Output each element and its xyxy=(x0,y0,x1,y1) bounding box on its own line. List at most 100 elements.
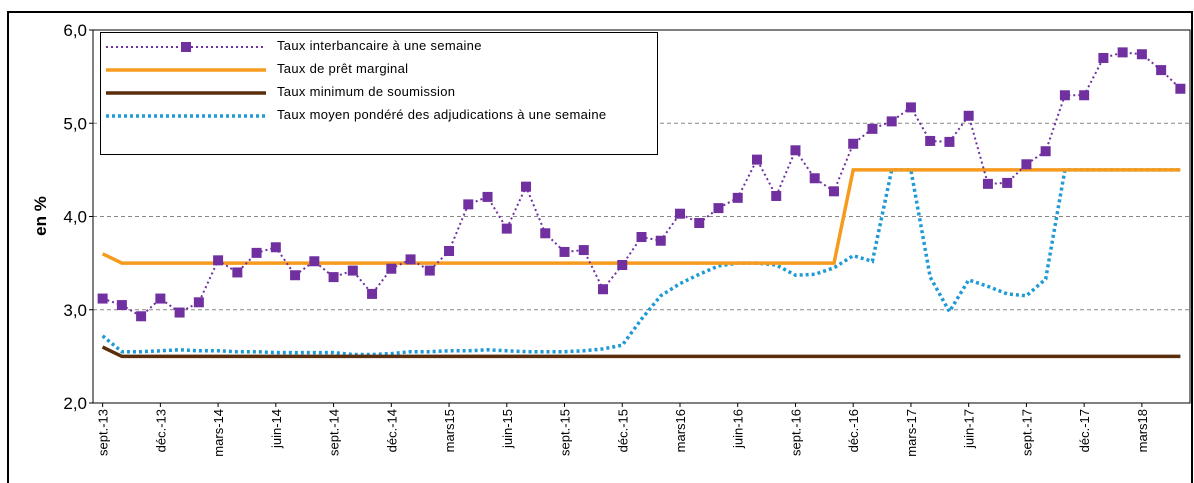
marker xyxy=(1156,65,1167,76)
x-tick-label: mars-17 xyxy=(904,409,919,457)
marker xyxy=(713,203,724,214)
marker xyxy=(174,307,185,318)
marker xyxy=(347,265,358,276)
x-tick-label: mars16 xyxy=(673,409,688,452)
marker xyxy=(540,228,551,239)
x-tick-label: déc.-14 xyxy=(384,409,399,452)
marker xyxy=(232,267,243,278)
y-tick-label: 2,0 xyxy=(63,394,87,413)
x-tick-label: déc.-17 xyxy=(1077,409,1092,452)
x-tick-label: sept.-16 xyxy=(788,409,803,456)
marker xyxy=(1175,83,1186,94)
x-tick-label: mars18 xyxy=(1135,409,1150,452)
marker xyxy=(1098,52,1109,63)
marker xyxy=(1117,47,1128,58)
marker xyxy=(97,293,108,304)
marker xyxy=(848,138,859,149)
marker xyxy=(328,272,339,283)
marker xyxy=(636,232,647,243)
marker xyxy=(674,208,685,219)
marker xyxy=(790,145,801,156)
legend-label: Taux de prêt marginal xyxy=(277,61,409,76)
legend-item: Taux minimum de soumission xyxy=(101,82,657,105)
marker xyxy=(367,288,378,299)
marker xyxy=(1040,146,1051,157)
frame xyxy=(7,11,1193,483)
y-tick-label: 5,0 xyxy=(63,114,87,133)
legend-label: Taux minimum de soumission xyxy=(277,84,456,99)
series-line xyxy=(101,168,1181,265)
x-tick-label: sept.-15 xyxy=(558,409,573,456)
marker xyxy=(1002,177,1013,188)
marker xyxy=(116,300,127,311)
x-tick-label: déc.-13 xyxy=(153,409,168,452)
marker xyxy=(925,135,936,146)
legend-swatch xyxy=(106,68,266,72)
y-tick-label: 6,0 xyxy=(63,21,87,40)
marker xyxy=(944,136,955,147)
marker xyxy=(213,255,224,266)
marker xyxy=(482,191,493,202)
legend: Taux interbancaire à une semaine Taux de … xyxy=(100,32,658,155)
x-tick-label: déc.-15 xyxy=(615,409,630,452)
x-tick-label: juin-14 xyxy=(269,409,284,449)
marker xyxy=(1021,159,1032,170)
plot-area xyxy=(92,29,1191,404)
marker xyxy=(655,235,666,246)
legend-label: Taux interbancaire à une semaine xyxy=(277,38,482,53)
marker xyxy=(1136,49,1147,60)
marker xyxy=(444,246,455,257)
series-line xyxy=(101,345,1181,359)
legend-marker xyxy=(181,42,191,52)
marker xyxy=(598,284,609,295)
marker xyxy=(309,256,320,267)
x-tick-label: sept.-17 xyxy=(1019,409,1034,456)
marker xyxy=(963,110,974,121)
marker xyxy=(1079,90,1090,101)
marker xyxy=(386,263,397,274)
marker xyxy=(867,123,878,134)
legend-item: Taux de prêt marginal xyxy=(101,59,657,82)
x-tick-label: sept.-13 xyxy=(96,409,111,456)
x-tick-label: sept.-14 xyxy=(327,409,342,456)
x-tick-label: déc.-16 xyxy=(846,409,861,452)
marker xyxy=(905,102,916,113)
marker xyxy=(193,297,204,308)
legend-swatch xyxy=(106,114,266,118)
legend-swatch xyxy=(106,91,266,95)
marker xyxy=(809,173,820,184)
marker xyxy=(155,293,166,304)
marker xyxy=(828,186,839,197)
marker xyxy=(521,181,532,192)
y-tick-label: 4,0 xyxy=(63,208,87,227)
marker xyxy=(732,192,743,203)
marker xyxy=(982,178,993,189)
x-tick-label: mars15 xyxy=(442,409,457,452)
legend-item: Taux interbancaire à une semaine xyxy=(101,36,657,59)
marker xyxy=(290,270,301,281)
marker xyxy=(1059,90,1070,101)
marker xyxy=(463,199,474,210)
legend-item: Taux moyen pondéré des adjudications à u… xyxy=(101,105,657,128)
legend-swatch xyxy=(106,42,266,52)
marker xyxy=(886,116,897,127)
marker xyxy=(578,245,589,256)
marker xyxy=(424,265,435,276)
x-tick-label: mars-14 xyxy=(211,409,226,457)
series-line xyxy=(101,168,1181,357)
legend-label: Taux moyen pondéré des adjudications à u… xyxy=(277,107,607,122)
marker xyxy=(617,259,628,270)
marker xyxy=(405,254,416,265)
y-axis-label: en % xyxy=(31,196,50,236)
marker xyxy=(559,246,570,257)
marker xyxy=(694,218,705,229)
marker xyxy=(136,311,147,322)
x-tick-label: juin-16 xyxy=(731,409,746,449)
marker xyxy=(270,242,281,253)
marker xyxy=(751,154,762,165)
marker xyxy=(771,190,782,201)
x-tick-label: juin-15 xyxy=(500,409,515,449)
y-tick-label: 3,0 xyxy=(63,301,87,320)
marker xyxy=(501,223,512,234)
